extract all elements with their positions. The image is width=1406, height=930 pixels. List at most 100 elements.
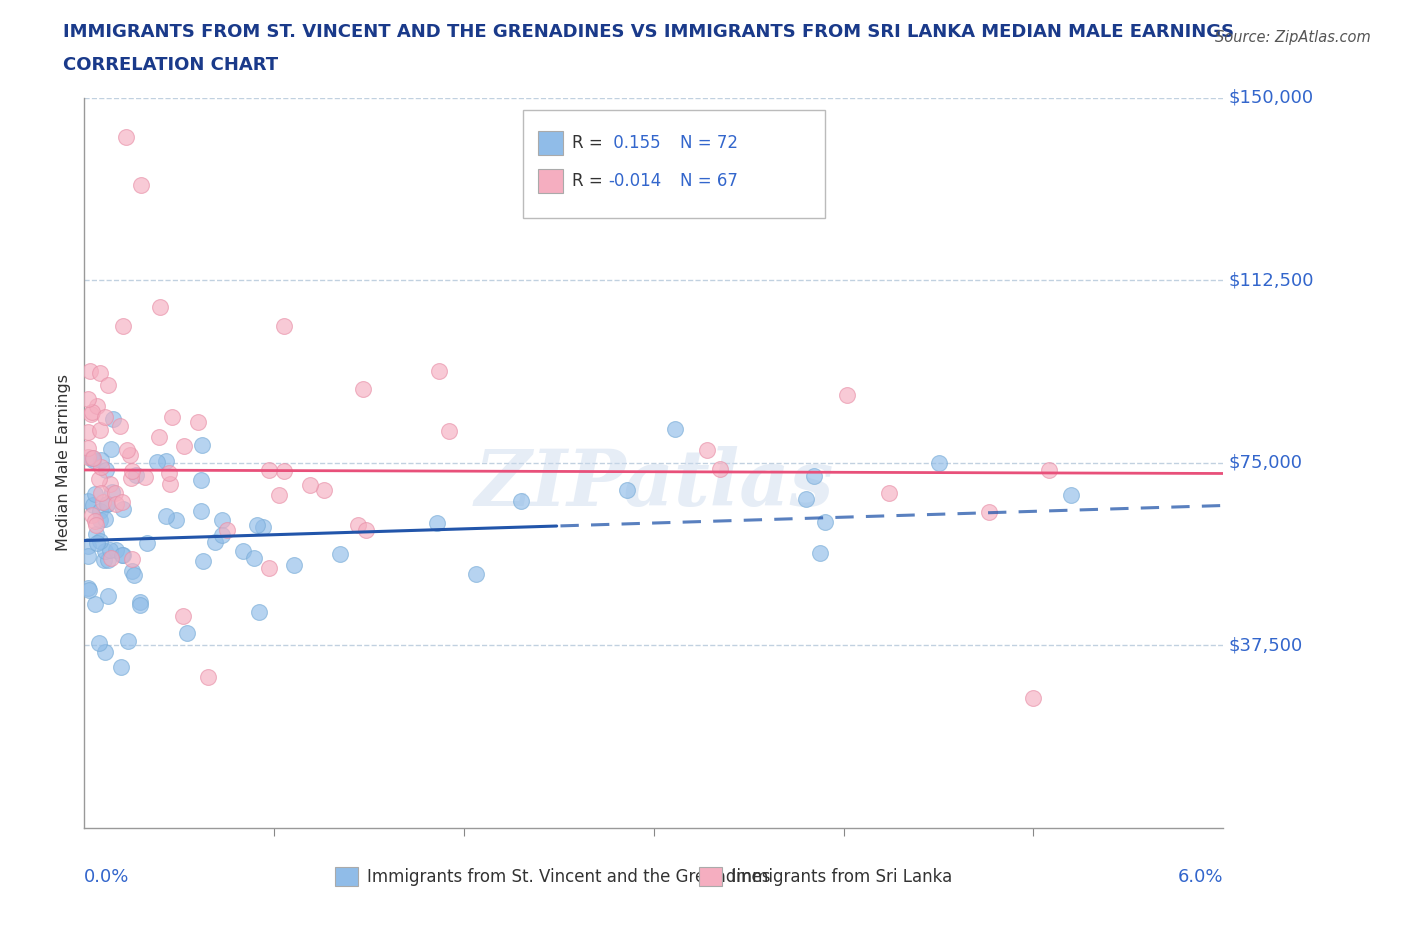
Point [115,443,138,458]
Point [77,538,100,553]
Point [89,422,111,437]
Point [77,392,100,406]
Text: ZIPatlas: ZIPatlas [474,446,834,523]
Point [91,495,114,510]
Point [115,129,138,144]
Point [77,425,100,440]
Text: CORRELATION CHART: CORRELATION CHART [63,56,278,73]
Point [111,319,134,334]
Bar [699,867,723,886]
Point [121,464,143,479]
Point [155,509,177,524]
Point [77,548,100,563]
Point [247,605,270,620]
Point [117,634,139,649]
Text: Immigrants from St. Vincent and the Grenadines: Immigrants from St. Vincent and the Gren… [367,868,770,885]
Point [696,443,718,458]
Point [94,645,117,660]
Point [129,594,152,609]
Point [90,459,112,474]
Point [84,597,107,612]
Point [808,545,831,560]
Point [98,543,121,558]
Point [120,471,142,485]
Point [159,476,181,491]
Point [82,507,104,522]
Point [121,552,143,567]
Point [616,483,638,498]
Text: 0.0%: 0.0% [84,868,129,886]
Point [112,548,135,563]
Point [118,448,141,463]
Point [979,505,1001,520]
Point [314,483,336,498]
Point [94,409,117,424]
Point [145,455,167,470]
Point [794,492,817,507]
Text: R =: R = [572,134,607,152]
Point [211,527,233,542]
Point [928,455,950,470]
Point [259,560,281,575]
Point [110,418,132,433]
Point [77,582,100,597]
Point [128,597,150,612]
Point [709,461,731,476]
Point [426,515,449,530]
Point [96,497,118,512]
Point [283,557,305,572]
Point [90,485,112,500]
Point [273,463,295,478]
Point [86,399,108,414]
Point [90,452,112,467]
Point [160,409,183,424]
Point [155,454,177,469]
Point [352,381,374,396]
Point [82,451,104,466]
Point [94,544,117,559]
Text: 6.0%: 6.0% [1178,868,1223,886]
Text: 0.155: 0.155 [609,134,661,152]
Point [149,299,172,314]
Point [252,519,274,534]
Point [82,452,104,467]
Point [465,566,488,581]
Point [111,501,134,516]
Point [176,625,198,640]
Point [1038,462,1060,477]
Point [814,514,837,529]
Point [803,469,825,484]
Point [1060,487,1083,502]
Point [84,527,107,542]
Text: $37,500: $37,500 [1229,636,1303,654]
Point [191,437,214,452]
Point [204,535,226,550]
Text: Source: ZipAtlas.com: Source: ZipAtlas.com [1215,30,1371,45]
Point [211,512,233,527]
Point [100,442,122,457]
Point [243,551,266,565]
Point [110,659,132,674]
Point [104,485,127,500]
Point [257,462,280,477]
Point [173,439,195,454]
Point [100,551,122,565]
Text: $75,000: $75,000 [1229,454,1303,472]
Point [664,421,686,436]
Point [190,473,212,488]
Point [121,564,143,578]
Point [131,178,153,193]
Text: -0.014: -0.014 [609,172,661,190]
Point [329,546,352,561]
Point [299,478,322,493]
Point [97,378,120,392]
FancyBboxPatch shape [523,110,825,219]
Text: IMMIGRANTS FROM ST. VINCENT AND THE GRENADINES VS IMMIGRANTS FROM SRI LANKA MEDI: IMMIGRANTS FROM ST. VINCENT AND THE GREN… [63,23,1234,41]
Point [232,544,254,559]
Point [193,554,215,569]
Point [84,518,107,533]
Text: N = 72: N = 72 [681,134,738,152]
Point [190,503,212,518]
Point [217,523,239,538]
Point [347,517,370,532]
